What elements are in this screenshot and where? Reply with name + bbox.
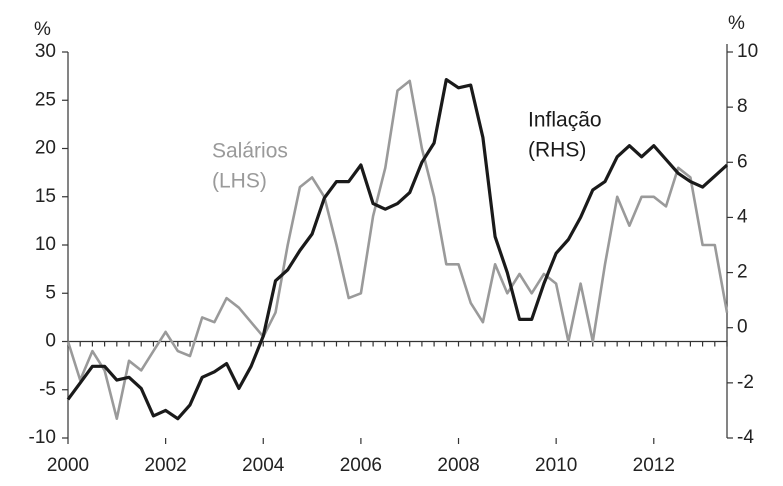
y2-tick-label: -2 — [737, 372, 754, 393]
x-tick-label: 2012 — [633, 455, 675, 476]
annotation: (LHS) — [212, 170, 267, 193]
annotation: Inflação — [528, 109, 602, 132]
y2-tick-label: 4 — [737, 206, 748, 227]
x-tick-label: 2004 — [242, 455, 285, 476]
y-tick-label: -5 — [39, 379, 56, 400]
y2-unit: % — [728, 13, 745, 34]
x-tick-label: 2002 — [144, 455, 186, 476]
y2-tick-label: 0 — [737, 317, 748, 338]
x-tick-label: 2000 — [47, 455, 89, 476]
x-tick-label: 2006 — [340, 455, 382, 476]
annotation: Salários — [212, 140, 288, 163]
y2-tick-label: 6 — [737, 151, 748, 172]
y-tick-label: 0 — [45, 331, 56, 352]
y2-tick-label: 8 — [737, 96, 748, 117]
y-tick-label: 10 — [35, 234, 56, 255]
y2-tick-label: -4 — [737, 427, 754, 448]
y-tick-label: 25 — [35, 89, 56, 110]
x-tick-label: 2008 — [437, 455, 479, 476]
y-tick-label: 5 — [45, 282, 56, 303]
y-unit: % — [34, 19, 51, 40]
y2-tick-label: 10 — [737, 41, 758, 62]
y-tick-label: 15 — [35, 186, 56, 207]
y-tick-label: -10 — [29, 427, 56, 448]
annotation: (RHS) — [528, 139, 586, 162]
series-line — [66, 79, 729, 420]
y-tick-label: 20 — [35, 138, 56, 159]
y2-tick-label: 2 — [737, 262, 748, 283]
x-tick-label: 2010 — [535, 455, 577, 476]
y-tick-label: 30 — [35, 41, 56, 62]
series-line — [66, 78, 729, 421]
